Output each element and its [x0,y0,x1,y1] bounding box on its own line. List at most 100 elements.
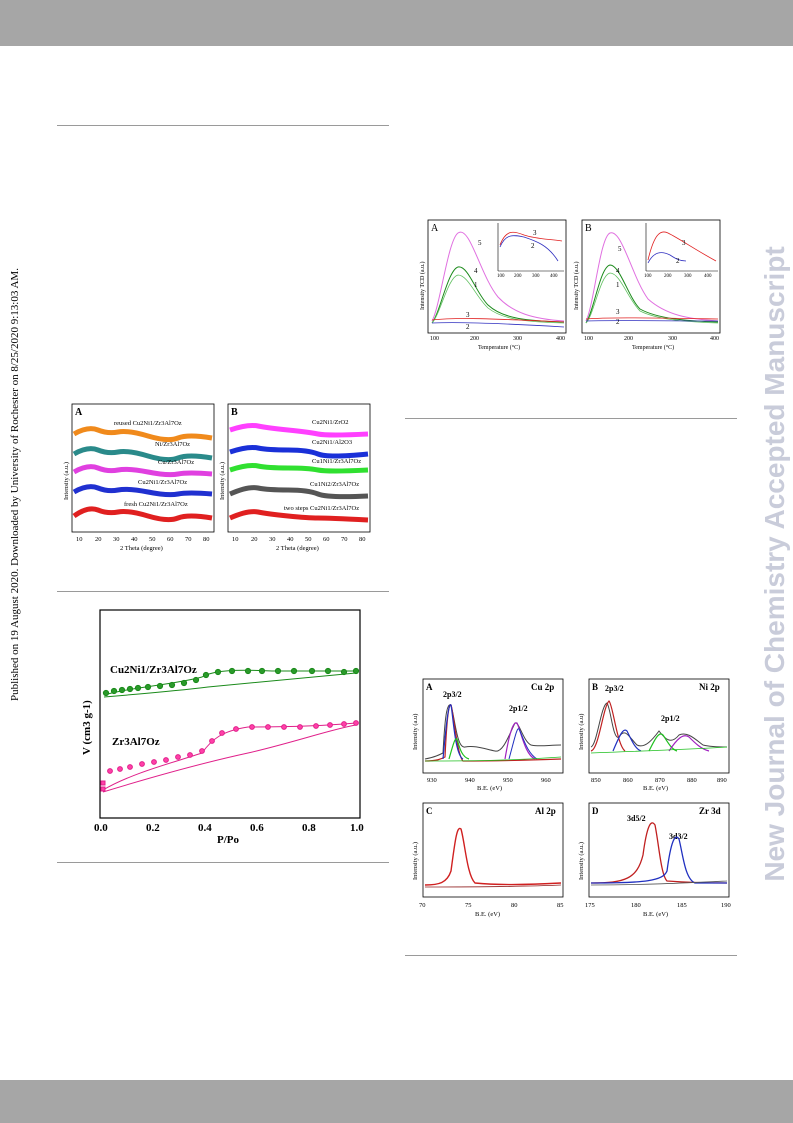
tpd-a-xtick-2: 200 [470,336,479,342]
xrd-a-ylabel: Intensity (a.u.) [63,462,70,500]
xrd-a-xtick-6: 60 [167,536,174,543]
tpd-a-curve-2 [431,322,565,328]
xrd-a-trace-4 [72,484,213,498]
xrd-a-xlabel: 2 Theta (degree) [120,545,163,552]
tpd-b-xtick-3: 300 [668,336,677,342]
bottom-band [0,1080,793,1123]
tpd-b-label-4: 4 [616,267,620,275]
bet-series-2 [100,720,359,793]
xrd-b-ylabel: Intensity (a.u.) [219,462,226,500]
xrd-b-xtick-1: 10 [232,536,239,543]
tpd-a-curve-5 [431,231,565,322]
bet-xtick-5: 0.8 [302,822,316,834]
tpd-a-xtick-3: 300 [513,336,522,342]
xps-cu-xtick-3: 950 [503,777,513,784]
xrd-b-trace-5 [228,509,369,523]
xrd-b-label-1: Cu2Ni1/ZrO2 [312,419,348,426]
xps-cu-xtick-2: 940 [465,777,475,784]
xrd-b-trace-3 [229,463,369,474]
svg-text:300: 300 [684,274,692,279]
tpd-a-inset: 3 2 100 200 300 400 [497,223,564,279]
xrd-panel-a-letter: A [75,407,83,418]
xps-al-xtick-3: 80 [511,902,518,909]
xps-zr-peak-1: 3d5/2 [627,814,646,823]
xrd-b-label-3: Cu1Ni1/Zr3Al7Oz [312,458,361,465]
xps-zr-xlabel: B.E. (eV) [643,911,668,918]
tpd-b-inset: 3 2 100 200 300 400 [644,223,718,279]
xps-ni-xtick-1: 850 [591,777,601,784]
tpd-a-label-2: 2 [466,323,470,331]
divider-left-3 [57,862,389,863]
tpd-b-curve-3 [585,317,719,320]
svg-text:400: 400 [704,274,712,279]
divider-left-1 [57,125,389,126]
xps-zr-title: Zr 3d [699,806,721,816]
tpd-a-curve-3 [431,318,565,323]
tpd-a-xtick-1: 100 [430,336,439,342]
bet-xlabel: P/Po [217,834,239,845]
divider-right-1 [405,418,737,419]
xps-zr-peak-2: 3d3/2 [669,832,688,841]
xrd-b-label-2: Cu2Ni1/Al2O3 [312,439,352,446]
xps-ni-ylabel: Intensity (a.u) [578,714,585,750]
xps-al-ylabel: Intensity (a.u.) [412,842,419,880]
tpd-a-curve-1 [431,274,565,324]
top-band [0,0,793,46]
tpd-panel-b: B 5 4 1 3 2 3 2 100 200 300 400 100 200 300… [573,219,721,351]
xps-ni-xlabel: B.E. (eV) [643,785,668,792]
xps-zr-ylabel: Intensity (a.u.) [578,842,585,880]
xrd-a-label-5: fresh Cu2Ni1/Zr3Al7Oz [124,501,188,508]
svg-text:100: 100 [644,274,652,279]
tpd-a-label-1: 1 [474,281,478,289]
bet-figure: V (cm3 g-1) Cu2Ni1/Zr3Al7Oz Zr3Al7Oz 0.0… [81,609,364,845]
xps-panel-cu: A Cu 2p 2p3/2 2p1/2 930 940 950 960 B.E.… [412,678,564,792]
tpd-a-inset-3: 3 [533,229,537,237]
tpd-a-xlabel: Temperature (°C) [478,344,520,351]
tpd-a-label-5: 5 [478,239,482,247]
xrd-a-trace-1 [72,426,213,443]
xrd-a-trace-5 [72,506,213,523]
tpd-panel-a-letter: A [431,223,439,234]
xrd-a-xtick-1: 10 [76,536,83,543]
xrd-a-label-1: reused Cu2Ni1/Zr3Al7Oz [114,420,182,427]
svg-text:200: 200 [664,274,672,279]
bet-series-1 [102,667,360,698]
tpd-b-inset-3: 3 [682,239,686,247]
xrd-b-xtick-6: 60 [323,536,330,543]
tpd-b-label-3: 3 [616,308,620,316]
tpd-b-xtick-1: 100 [584,336,593,342]
svg-text:400: 400 [550,274,558,279]
xps-zr-letter: D [592,806,599,816]
xps-al-xlabel: B.E. (eV) [475,911,500,918]
xrd-b-xlabel: 2 Theta (degree) [276,545,319,552]
xrd-a-label-4: Cu2Ni1/Zr3Al7Oz [138,479,187,486]
tpd-b-xtick-4: 400 [710,336,719,342]
xps-al-xtick-1: 70 [419,902,426,909]
bet-xtick-4: 0.6 [250,822,264,834]
tpd-b-ylabel: Intensity TCD (a.u.) [573,261,580,310]
xrd-a-xtick-8: 80 [203,536,210,543]
tpd-b-curve-1 [585,272,719,324]
tpd-b-curve-4 [585,264,719,324]
xrd-a-xtick-3: 30 [113,536,120,543]
bet-series-2-label: Zr3Al7Oz [112,736,160,748]
xps-panel-zr: D Zr 3d 3d5/2 3d3/2 175 180 185 190 B.E.… [578,802,731,918]
xps-al-xtick-4: 85 [557,902,564,909]
svg-text:100: 100 [497,274,505,279]
tpd-a-label-4: 4 [474,267,478,275]
xrd-b-xtick-2: 20 [251,536,258,543]
xrd-b-trace-1 [229,423,369,438]
tpd-a-label-3: 3 [466,311,470,319]
xps-cu-xtick-1: 930 [427,777,437,784]
bet-xtick-1: 0.0 [94,822,108,834]
xrd-a-xtick-7: 70 [185,536,192,543]
bet-series-1-label: Cu2Ni1/Zr3Al7Oz [110,664,197,676]
xrd-b-xtick-4: 40 [287,536,294,543]
xrd-b-trace-2 [229,445,369,459]
xrd-panel-a: A reused Cu2Ni1/Zr3Al7Oz Ni/Zr3Al7Oz Cu/… [63,403,215,552]
xps-panel-al: C Al 2p 70 75 80 85 B.E. (eV) Intensity … [412,802,564,918]
xrd-b-label-5: two steps Cu2Ni1/Zr3Al7Oz [284,505,359,512]
xrd-a-xtick-2: 20 [95,536,102,543]
xrd-a-trace-2 [72,446,213,463]
xps-cu-xlabel: B.E. (eV) [477,785,502,792]
